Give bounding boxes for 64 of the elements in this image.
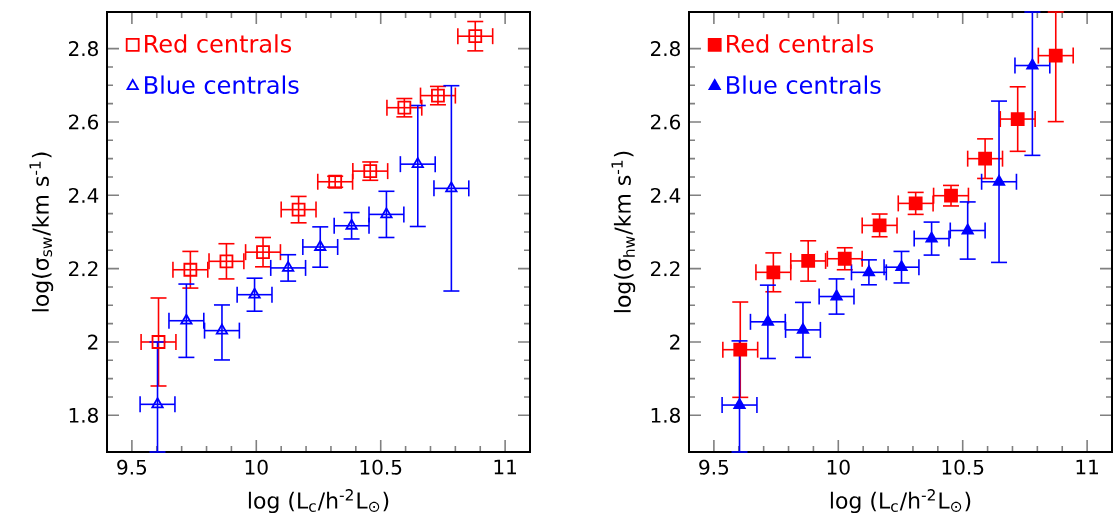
y-tick-label: 2 [88, 334, 98, 350]
legend-label: Red centrals [727, 34, 874, 53]
point [761, 314, 774, 326]
y-tick-label: 2.6 [651, 114, 681, 130]
point [380, 207, 393, 219]
point [895, 260, 908, 272]
y-tick-label: 1.8 [69, 407, 98, 423]
point [1010, 112, 1025, 126]
point [256, 245, 270, 260]
point [961, 223, 974, 235]
y-tick-label: 2.6 [69, 114, 99, 130]
point [862, 265, 875, 277]
y-tick-label: 2.8 [69, 41, 98, 57]
point [830, 289, 843, 301]
y-axis-title: log(σ$_{sw}$/km s$^{-1}$) [29, 152, 54, 312]
point [151, 335, 166, 349]
point [248, 287, 261, 299]
y-tick-label: 1.8 [651, 407, 680, 423]
legend-label: Red centrals [145, 34, 292, 53]
point [183, 262, 198, 277]
x-tick-label: 10.5 [360, 459, 402, 475]
point [733, 342, 748, 357]
point [766, 265, 781, 280]
point [468, 29, 483, 44]
point [291, 202, 306, 217]
point [1048, 48, 1063, 63]
y-tick-label: 2.4 [69, 187, 99, 203]
y-tick-label: 2.2 [651, 261, 680, 277]
x-tick-label: 10 [827, 459, 850, 475]
point [978, 151, 992, 166]
point [1026, 58, 1039, 70]
x-axis-title: log (L$_{c}$/h$^{-2}$L$_{⊙}$) [830, 489, 971, 514]
legend-label: Blue centrals [145, 75, 299, 94]
x-tick-label: 9.5 [117, 459, 147, 475]
x-tick-label: 11 [494, 459, 516, 475]
point [345, 218, 358, 230]
x-tick-label: 10.5 [942, 459, 984, 475]
point [215, 323, 229, 335]
legend-label: Blue centrals [727, 75, 881, 94]
point [801, 254, 816, 268]
point [992, 174, 1006, 186]
y-tick-label: 2.4 [651, 187, 681, 203]
point [151, 397, 164, 409]
point [837, 251, 852, 266]
point [733, 398, 746, 409]
point [908, 196, 923, 211]
y-tick-label: 2.8 [651, 41, 680, 57]
point [872, 218, 887, 233]
x-tick-label: 9.5 [699, 459, 729, 475]
y-tick-label: 2.2 [69, 261, 98, 277]
point [314, 240, 327, 251]
x-tick-label: 10 [245, 459, 268, 475]
point [411, 157, 424, 169]
x-tick-label: 11 [1076, 459, 1098, 475]
y-tick-label: 2 [670, 334, 680, 350]
point [944, 188, 958, 203]
point [925, 231, 938, 243]
x-axis-title: log (L$_{c}$/h$^{-2}$L$_{⊙}$) [248, 489, 389, 514]
point [219, 254, 234, 269]
point [796, 322, 810, 334]
y-axis-title: log(σ$_{hw}$/km s$^{-1}$) [611, 151, 636, 313]
point [282, 261, 295, 272]
point [445, 181, 458, 193]
point [180, 313, 193, 325]
